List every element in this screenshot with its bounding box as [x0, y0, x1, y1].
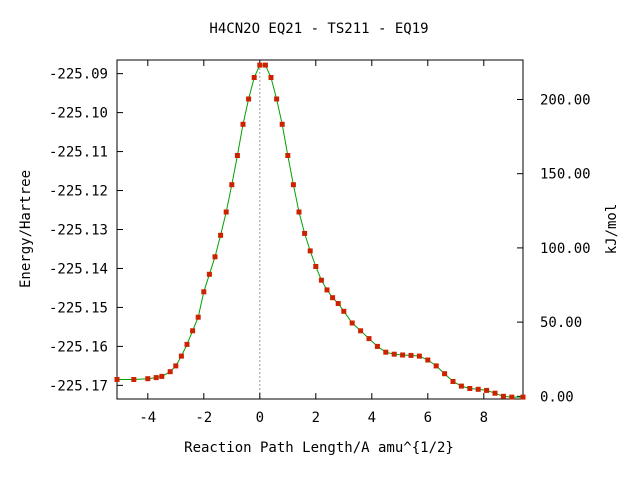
plot-frame	[116, 59, 524, 400]
data-point	[206, 271, 212, 277]
y2-tick-label: 150.00	[540, 167, 591, 183]
data-point	[391, 351, 397, 357]
data-point	[195, 314, 201, 320]
data-point	[251, 75, 257, 80]
data-point	[114, 377, 120, 382]
x-tick-label: -2	[195, 410, 212, 426]
data-point	[374, 343, 380, 349]
data-point	[201, 289, 207, 295]
x-tick-label: 2	[312, 410, 320, 426]
data-point	[178, 353, 184, 359]
y-tick-label: -225.15	[49, 300, 108, 316]
data-point	[509, 394, 515, 400]
data-point	[274, 96, 280, 102]
data-point	[458, 383, 464, 389]
y-tick-label: -225.17	[49, 378, 108, 394]
data-point	[257, 62, 263, 68]
data-point	[223, 209, 229, 215]
data-point	[212, 254, 218, 260]
data-point	[167, 369, 173, 375]
y2-tick-label: 100.00	[540, 241, 591, 257]
data-point	[335, 301, 341, 306]
data-point	[153, 375, 159, 381]
data-point	[450, 379, 456, 384]
data-point	[433, 363, 439, 369]
y-tick-label: -225.11	[49, 145, 108, 161]
data-point	[408, 352, 414, 358]
data-point	[349, 320, 355, 326]
y-tick-label: -225.10	[49, 106, 108, 122]
data-point	[145, 376, 151, 382]
data-point	[330, 295, 336, 301]
data-point	[218, 232, 224, 238]
data-point	[500, 393, 506, 399]
y-tick-label: -225.12	[49, 184, 108, 200]
series-line	[117, 64, 523, 398]
data-point	[229, 182, 235, 188]
y-tick-label: -225.13	[49, 223, 108, 239]
data-point	[475, 386, 481, 392]
x-axis-label: Reaction Path Length/A amu^{1/2}	[184, 440, 454, 456]
data-point	[492, 390, 498, 396]
chart-title: H4CN2O EQ21 - TS211 - EQ19	[209, 21, 428, 37]
data-point	[484, 387, 490, 393]
y-tick-label: -225.09	[49, 67, 108, 83]
data-point	[416, 353, 422, 359]
data-point	[279, 121, 285, 127]
data-point	[131, 377, 137, 382]
data-point	[324, 287, 330, 293]
data-point	[341, 308, 347, 314]
y-tick-label: -225.16	[49, 339, 108, 355]
data-point	[240, 121, 246, 127]
data-point	[313, 264, 319, 269]
x-tick-label: 4	[368, 410, 376, 426]
data-point	[173, 363, 179, 369]
x-tick-label: 8	[480, 410, 488, 426]
data-point	[302, 230, 308, 236]
data-point	[442, 371, 448, 377]
data-point	[383, 349, 389, 355]
y2-axis-label: kJ/mol	[604, 204, 620, 255]
data-point	[318, 277, 324, 283]
data-point	[307, 248, 313, 254]
y2-tick-label: 200.00	[540, 92, 591, 108]
data-point	[425, 357, 431, 363]
data-point	[296, 209, 302, 215]
x-tick-label: 6	[424, 410, 432, 426]
data-point	[290, 182, 296, 188]
y-tick-label: -225.14	[49, 261, 108, 277]
x-tick-label: 0	[256, 410, 264, 426]
data-point	[190, 328, 196, 334]
data-point	[234, 153, 240, 158]
data-point	[285, 153, 291, 158]
data-point	[268, 75, 274, 80]
data-point	[520, 394, 526, 400]
data-point	[366, 336, 372, 342]
data-point	[400, 352, 406, 358]
data-point	[467, 386, 473, 391]
y-axis-label: Energy/Hartree	[18, 170, 34, 288]
x-tick-label: -4	[139, 410, 156, 426]
data-point	[262, 62, 268, 68]
y2-tick-label: 0.00	[540, 389, 574, 405]
data-point	[159, 373, 165, 379]
data-point	[246, 96, 252, 102]
data-point	[184, 341, 190, 347]
y2-tick-label: 50.00	[540, 315, 582, 331]
data-point	[358, 328, 364, 334]
